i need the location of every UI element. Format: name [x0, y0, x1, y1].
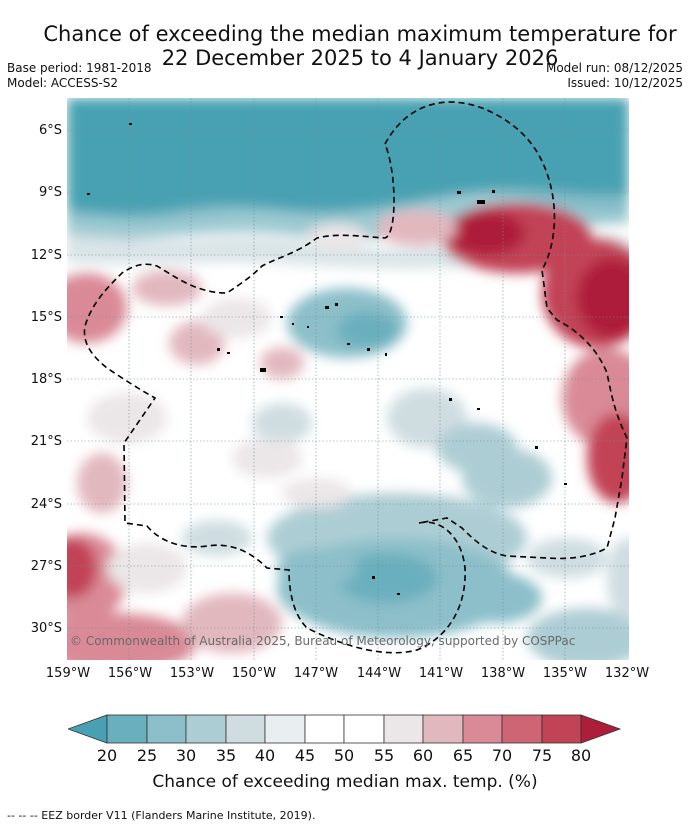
colorbar — [66, 714, 622, 750]
colorbar-tick: 55 — [373, 746, 395, 765]
colorbar-swatch — [343, 714, 385, 744]
title-line-1: Chance of exceeding the median maximum t… — [43, 22, 677, 46]
lon-label: 138°W — [480, 666, 526, 681]
map-canvas — [67, 98, 629, 660]
probability-map — [67, 98, 629, 660]
lat-label: 21°S — [30, 434, 62, 449]
metadata-left: Base period: 1981-2018 Model: ACCESS-S2 — [7, 61, 152, 91]
colorbar-swatch — [462, 714, 503, 744]
lat-label: 6°S — [38, 123, 62, 138]
colorbar-swatch — [66, 714, 108, 744]
eez-footnote: -- -- -- EEZ border V11 (Flanders Marine… — [7, 809, 316, 822]
map-title: Chance of exceeding the median maximum t… — [40, 22, 680, 70]
lon-label: 156°W — [107, 666, 153, 681]
colorbar-swatch — [383, 714, 424, 744]
lat-label: 15°S — [30, 310, 62, 325]
colorbar-tick: 80 — [570, 746, 592, 765]
lon-label: 150°W — [231, 666, 277, 681]
colorbar-swatch — [541, 714, 582, 744]
colorbar-title: Chance of exceeding median max. temp. (%… — [152, 772, 538, 792]
colorbar-tick: 65 — [452, 746, 474, 765]
colorbar-tick: 75 — [531, 746, 553, 765]
model-name: Model: ACCESS-S2 — [7, 76, 119, 90]
lat-label: 12°S — [30, 248, 62, 263]
lat-label: 27°S — [30, 559, 62, 574]
lon-label: 132°W — [604, 666, 650, 681]
colorbar-swatch — [422, 714, 464, 744]
colorbar-tick: 45 — [294, 746, 316, 765]
copyright-notice: © Commonwealth of Australia 2025, Bureau… — [70, 634, 576, 648]
lat-label: 9°S — [38, 185, 62, 200]
colorbar-tick: 25 — [136, 746, 158, 765]
colorbar-swatch — [264, 714, 306, 744]
lat-label: 24°S — [30, 497, 62, 512]
colorbar-tick: 35 — [215, 746, 237, 765]
lon-label: 135°W — [542, 666, 588, 681]
colorbar-swatches — [66, 714, 622, 744]
base-period: Base period: 1981-2018 — [7, 61, 152, 75]
colorbar-swatch — [185, 714, 227, 744]
lon-label: 141°W — [418, 666, 464, 681]
colorbar-swatch — [580, 714, 622, 744]
model-run: Model run: 08/12/2025 — [545, 61, 683, 75]
lat-label: 30°S — [30, 621, 62, 636]
islands — [87, 123, 567, 595]
graticule — [67, 98, 629, 660]
colorbar-tick: 40 — [254, 746, 276, 765]
colorbar-swatch — [225, 714, 266, 744]
metadata-right: Model run: 08/12/2025 Issued: 10/12/2025 — [546, 61, 683, 91]
colorbar-tick: 70 — [491, 746, 513, 765]
colorbar-tick: 30 — [175, 746, 197, 765]
colorbar-swatch — [304, 714, 345, 744]
colorbar-swatch — [501, 714, 543, 744]
lat-label: 18°S — [30, 372, 62, 387]
colorbar-tick: 60 — [412, 746, 434, 765]
lon-label: 147°W — [293, 666, 339, 681]
lon-label: 159°W — [45, 666, 91, 681]
colorbar-swatch — [106, 714, 148, 744]
lon-label: 153°W — [169, 666, 215, 681]
colorbar-tick: 20 — [96, 746, 118, 765]
probability-field — [67, 98, 629, 660]
title-line-2: 22 December 2025 to 4 January 2026 — [161, 46, 559, 70]
colorbar-swatch — [146, 714, 187, 744]
issued-date: Issued: 10/12/2025 — [567, 76, 683, 90]
eez-border — [83, 101, 628, 654]
colorbar-tick: 50 — [333, 746, 355, 765]
lon-label: 144°W — [356, 666, 402, 681]
